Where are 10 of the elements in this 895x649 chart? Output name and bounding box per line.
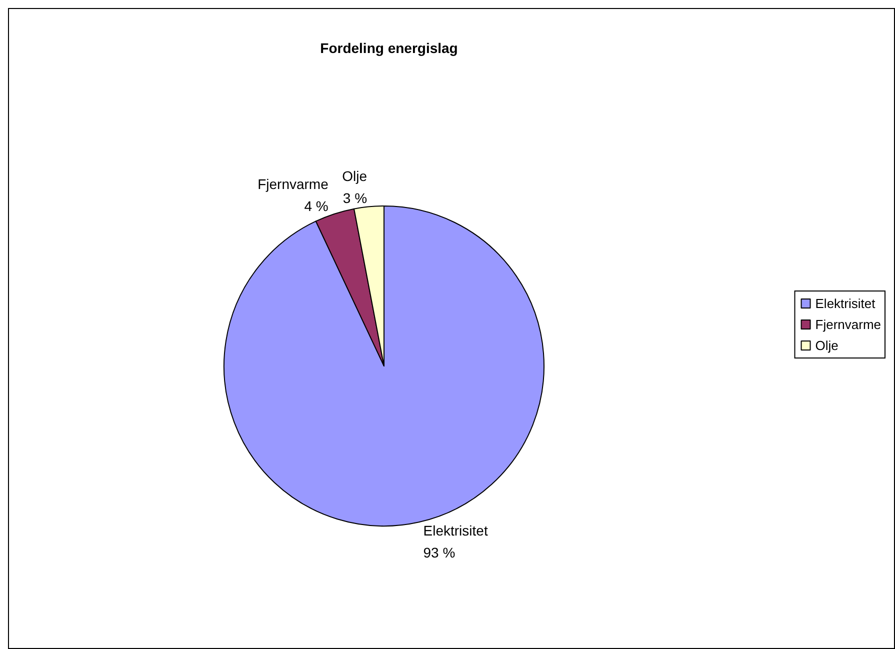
legend-label: Olje: [815, 338, 838, 353]
data-label: 4 %: [304, 198, 328, 214]
slice-label: Fjernvarme: [258, 176, 329, 192]
slice-label: Olje: [342, 168, 368, 184]
data-label: 93 %: [423, 544, 456, 561]
data-label: 3 %: [342, 190, 368, 206]
slice-label: Elektrisitet: [423, 522, 488, 539]
legend-label: Elektrisitet: [815, 296, 876, 311]
chart-title: Fordeling energislag: [320, 40, 458, 56]
legend-label: Fjernvarme: [815, 317, 882, 332]
